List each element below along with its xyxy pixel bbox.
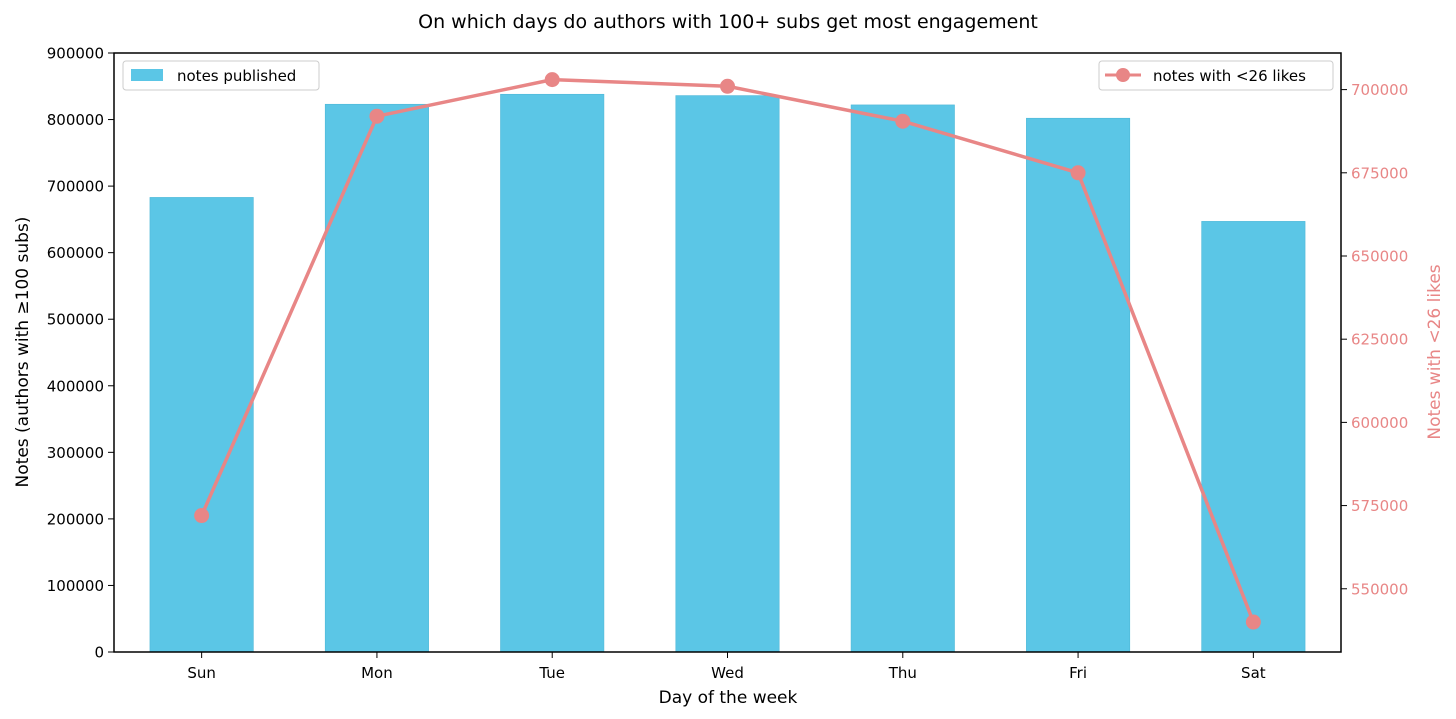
y-axis: 0 100000 200000 300000 400000 500000 600000 700… — [47, 45, 114, 662]
x-axis-label: Day of the week — [659, 688, 798, 708]
line-point-fri — [1070, 165, 1086, 181]
y-tick-label: 400000 — [47, 377, 104, 395]
bar-thu — [850, 104, 955, 653]
y2-tick-label: 650000 — [1351, 247, 1408, 265]
legend-line-frame — [1098, 60, 1334, 91]
x-tick-label: Tue — [538, 664, 565, 682]
y-tick-label: 300000 — [47, 444, 104, 462]
bar-tue — [500, 93, 605, 653]
legend-line-marker — [1116, 68, 1130, 82]
y-tick-label: 900000 — [47, 45, 104, 63]
legend-bars: notes published — [122, 60, 320, 91]
legend-bars-label: notes published — [177, 67, 296, 85]
bar-fri — [1026, 117, 1131, 653]
line-point-wed — [720, 78, 735, 94]
x-tick-label: Fri — [1069, 664, 1087, 682]
y2-tick-label: 575000 — [1351, 497, 1408, 515]
y-tick-label: 600000 — [47, 244, 104, 262]
y-axis-label: Notes (authors with ≥100 subs) — [13, 217, 33, 488]
y-tick-label: 200000 — [47, 510, 104, 528]
line-point-sat — [1245, 614, 1261, 630]
y2-tick-label: 700000 — [1351, 81, 1408, 99]
y2-axis: 550000 575000 600000 625000 650000 675000 7000… — [1341, 81, 1408, 598]
line-point-tue — [544, 72, 560, 88]
y-tick-label: 100000 — [47, 577, 104, 595]
y2-axis-label: Notes with <26 likes — [1425, 264, 1445, 439]
legend-bars-frame — [122, 60, 320, 91]
line-point-mon — [369, 108, 385, 124]
y2-tick-label: 550000 — [1351, 580, 1408, 598]
bar-sat — [1201, 221, 1306, 653]
y-tick-label: 500000 — [47, 311, 104, 329]
bar-series — [149, 93, 1306, 653]
bar-mon — [324, 103, 429, 653]
chart-title: On which days do authors with 100+ subs … — [418, 11, 1038, 33]
x-tick-label: Mon — [361, 664, 393, 682]
y-tick-label: 700000 — [47, 178, 104, 196]
legend-bars-swatch — [131, 69, 163, 81]
line-series — [194, 72, 1261, 630]
x-axis: Sun Mon Tue Wed Thu Fri Sat — [187, 652, 1266, 682]
line-point-sun — [194, 508, 210, 524]
x-tick-label: Sat — [1241, 664, 1266, 682]
y2-tick-label: 675000 — [1351, 164, 1408, 182]
x-tick-label: Wed — [711, 664, 744, 682]
x-tick-label: Sun — [187, 664, 216, 682]
y-tick-label: 0 — [94, 644, 104, 662]
legend-line-label: notes with <26 likes — [1153, 67, 1306, 85]
y2-tick-label: 625000 — [1351, 331, 1408, 349]
legend-line: notes with <26 likes — [1098, 60, 1334, 91]
bar-wed — [675, 95, 780, 653]
x-tick-label: Thu — [888, 664, 917, 682]
y-tick-label: 800000 — [47, 111, 104, 129]
line-point-thu — [895, 113, 911, 129]
bar-sun — [149, 197, 254, 653]
y2-tick-label: 600000 — [1351, 414, 1408, 432]
